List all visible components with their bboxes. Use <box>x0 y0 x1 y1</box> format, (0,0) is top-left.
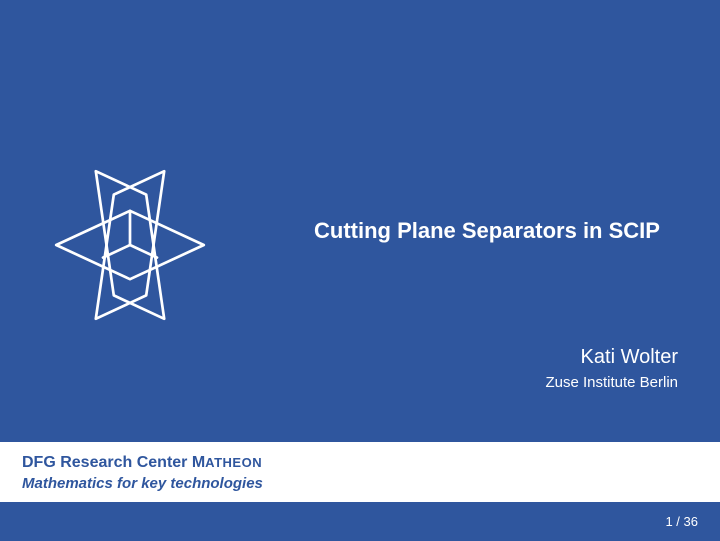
footer-smallcaps: ATHEON <box>205 455 262 470</box>
matheon-logo <box>40 155 220 335</box>
author-name: Kati Wolter <box>581 346 678 369</box>
title-slide: Cutting Plane Separators in SCIP Kati Wo… <box>0 0 720 541</box>
footer-prefix: DFG Research Center M <box>22 454 205 471</box>
footer-band: DFG Research Center MATHEON Mathematics … <box>0 442 720 502</box>
presentation-title: Cutting Plane Separators in SCIP <box>314 218 660 244</box>
author-institute: Zuse Institute Berlin <box>545 374 678 391</box>
page-number: 1 / 36 <box>665 514 698 529</box>
footer-tagline: Mathematics for key technologies <box>22 475 720 492</box>
footer-center-name: DFG Research Center MATHEON <box>22 454 720 472</box>
